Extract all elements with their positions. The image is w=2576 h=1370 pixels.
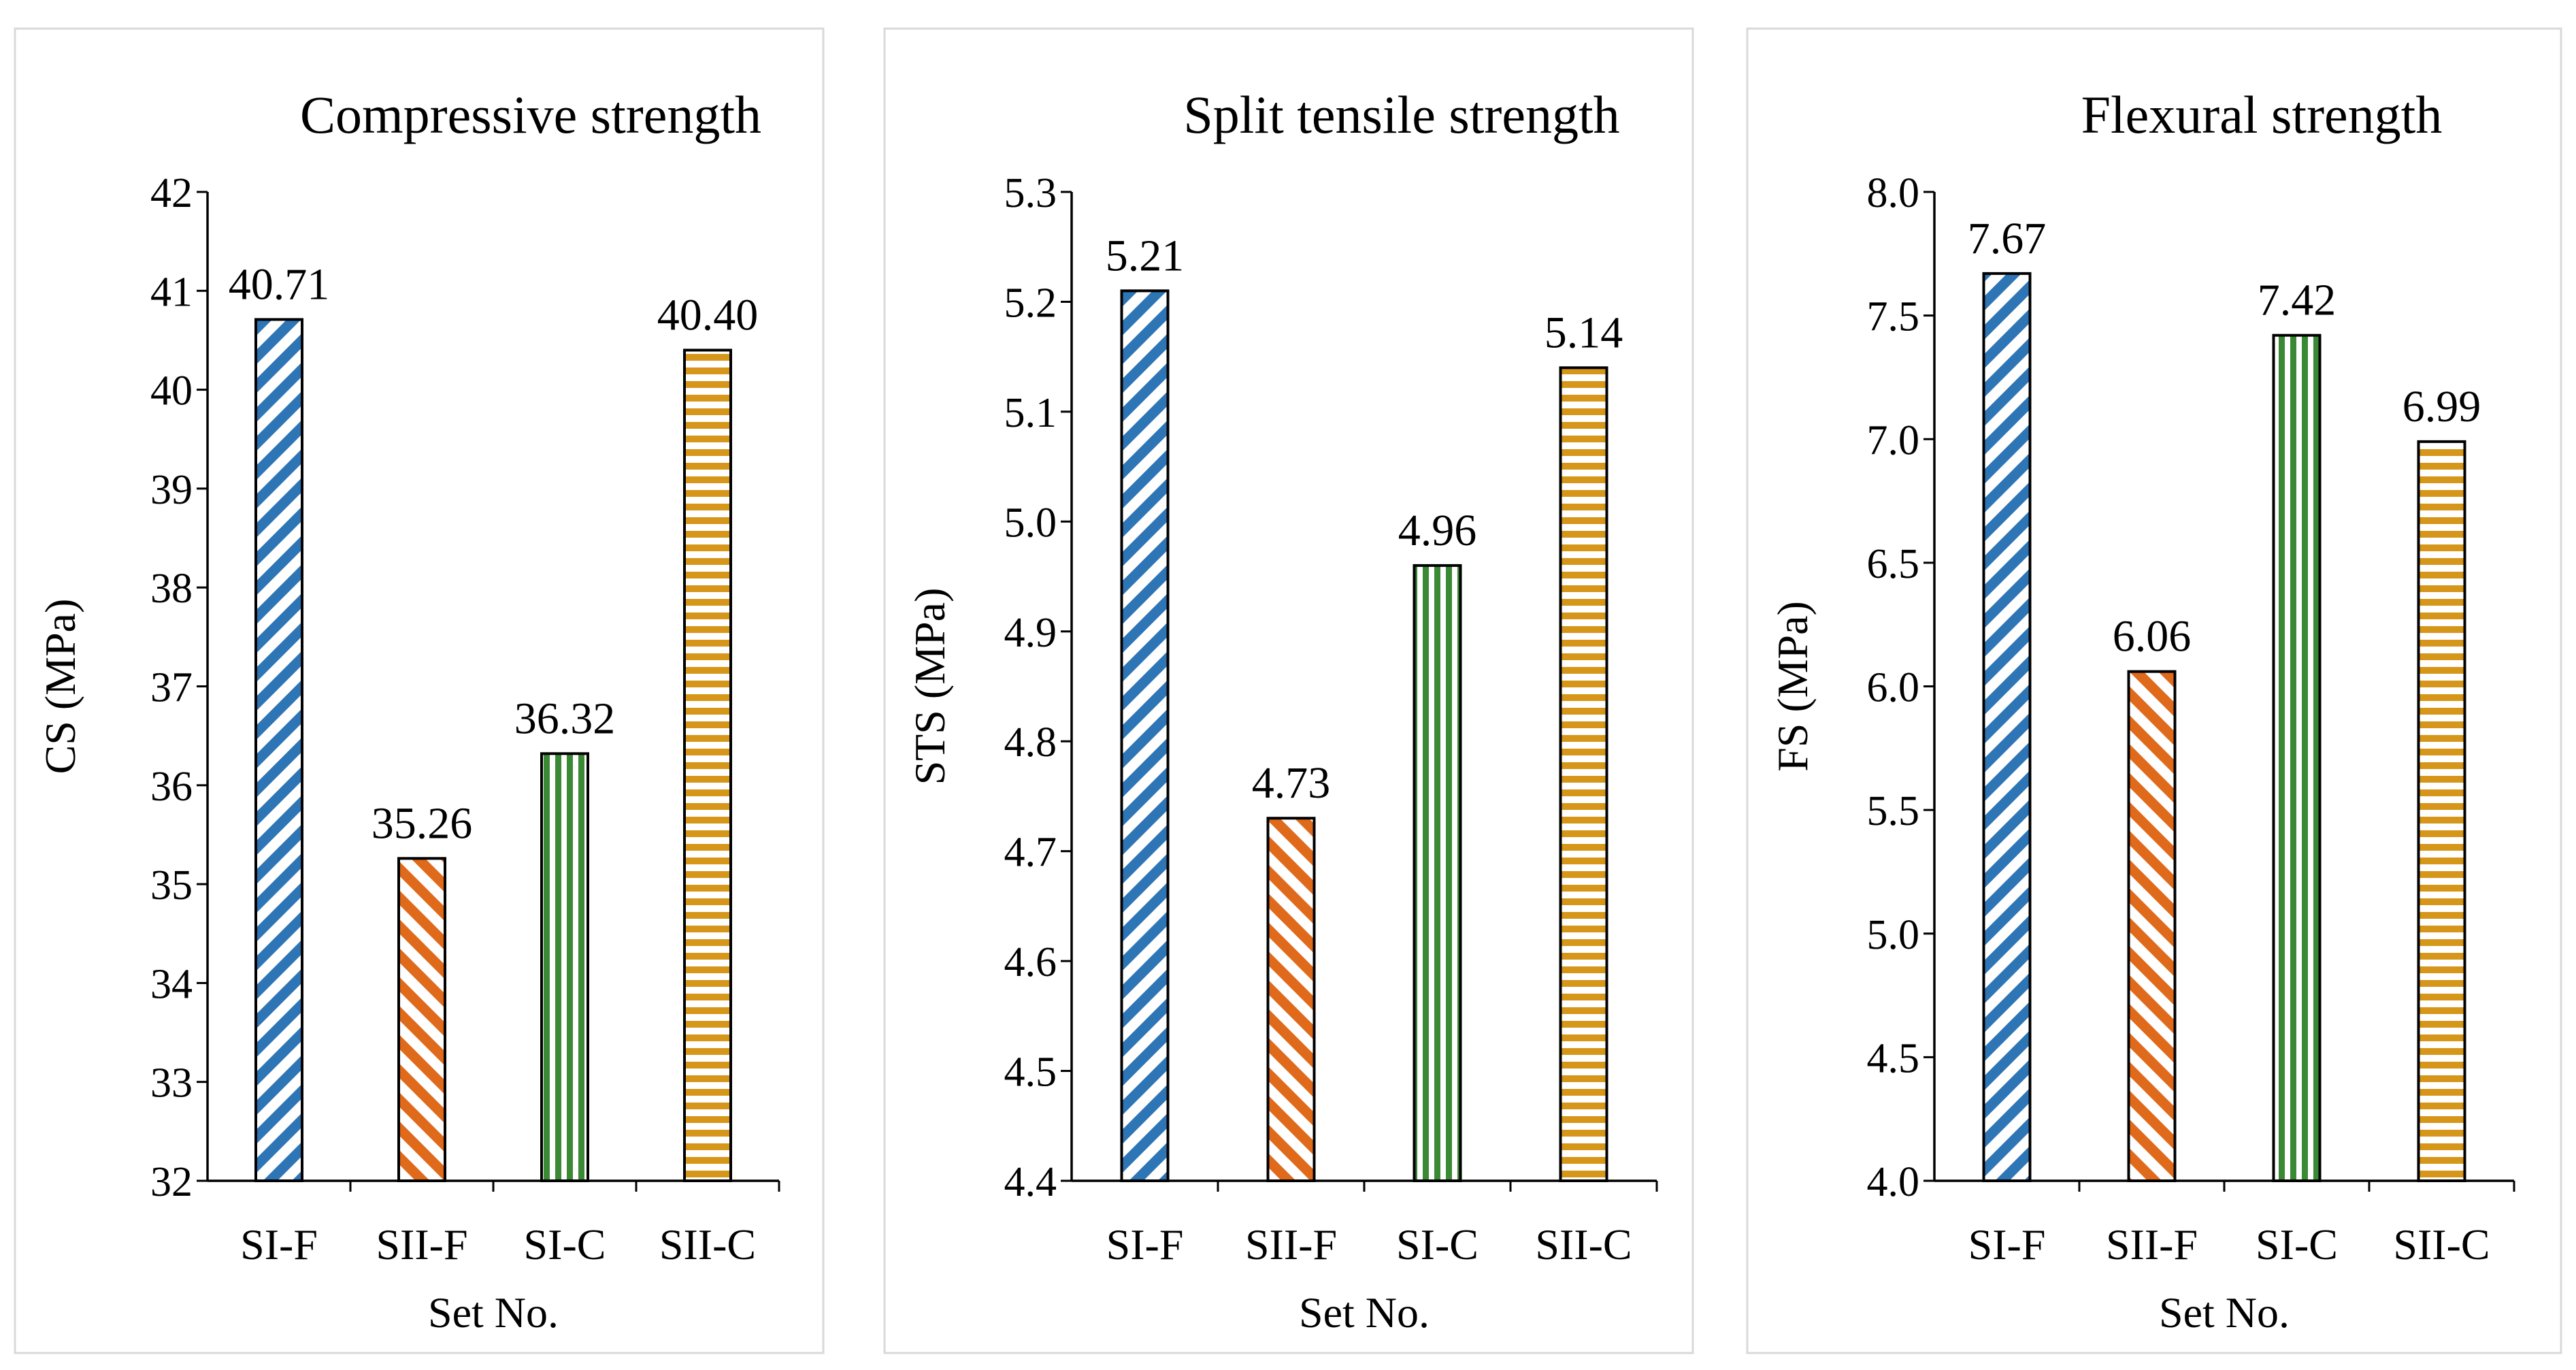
data-label-sii-c: 5.14	[1545, 308, 1623, 357]
chart-title: Split tensile strength	[1183, 85, 1619, 144]
y-tick-label: 42	[150, 170, 193, 216]
bar-si-f	[254, 318, 303, 1182]
x-tick-label-sii-c: SII-C	[659, 1220, 756, 1269]
y-tick-label: 32	[150, 1159, 193, 1205]
y-tick-label: 5.1	[1004, 390, 1057, 436]
x-axis-title: Set No.	[2159, 1288, 2290, 1337]
bar-si-f	[1982, 272, 2032, 1182]
y-tick-label: 40	[150, 368, 193, 414]
y-tick-label: 7.5	[1867, 294, 1920, 340]
y-axis-title: STS (MPa)	[906, 588, 954, 785]
x-tick-label-sii-f: SII-F	[2106, 1220, 2198, 1269]
bar-si-c	[2272, 333, 2322, 1182]
y-tick-label: 39	[150, 467, 193, 513]
data-label-si-f: 7.67	[1968, 214, 2047, 263]
y-tick-label: 35	[150, 862, 193, 909]
bar-si-f	[1120, 289, 1170, 1182]
x-tick-label-si-f: SI-F	[240, 1220, 318, 1269]
x-tick-label-sii-f: SII-F	[1245, 1220, 1337, 1269]
y-tick-label: 4.0	[1867, 1159, 1920, 1205]
data-label-si-c: 4.96	[1398, 506, 1477, 555]
y-axis-title: CS (MPa)	[36, 599, 84, 774]
x-tick-label-si-f: SI-F	[1106, 1220, 1184, 1269]
y-tick-label: 6.5	[1867, 541, 1920, 587]
x-tick-label-si-f: SI-F	[1968, 1220, 2046, 1269]
y-tick-label: 5.3	[1004, 170, 1057, 216]
y-tick-label: 38	[150, 566, 193, 612]
bar-sii-f	[397, 857, 446, 1183]
y-tick-label: 41	[150, 269, 193, 315]
y-tick-label: 7.0	[1867, 417, 1920, 463]
data-label-sii-c: 40.40	[657, 290, 759, 340]
bar-si-c	[1413, 564, 1462, 1182]
y-tick-label: 33	[150, 1060, 193, 1107]
chart-title: Compressive strength	[300, 85, 761, 144]
y-axis-title: FS (MPa)	[1768, 601, 1817, 772]
y-tick-label: 6.0	[1867, 665, 1920, 711]
y-tick-label: 37	[150, 665, 193, 711]
x-tick-label-si-c: SI-C	[2256, 1220, 2338, 1269]
data-label-si-c: 7.42	[2258, 276, 2336, 325]
chart-panel-3: Flexural strength 7.67 SI-F 6.06 SII-F 7.42 SI…	[1746, 27, 2562, 1354]
x-tick-label-si-c: SI-C	[1396, 1220, 1479, 1269]
data-label-sii-f: 6.06	[2113, 612, 2192, 662]
y-tick-label: 4.5	[1004, 1049, 1057, 1096]
bar-sii-f	[1266, 817, 1316, 1182]
y-tick-label: 4.8	[1004, 719, 1057, 766]
y-tick-label: 4.6	[1004, 939, 1057, 985]
y-tick-label: 4.4	[1004, 1159, 1057, 1205]
y-tick-label: 4.7	[1004, 830, 1057, 876]
y-tick-label: 4.9	[1004, 610, 1057, 656]
y-tick-label: 5.0	[1004, 500, 1057, 546]
bar-sii-f	[2127, 670, 2177, 1182]
data-label-si-c: 36.32	[514, 694, 616, 743]
x-tick-label-sii-c: SII-C	[2393, 1220, 2490, 1269]
y-tick-label: 5.0	[1867, 912, 1920, 958]
x-axis-title: Set No.	[428, 1288, 559, 1337]
bar-sii-c	[683, 348, 732, 1182]
y-tick-label: 5.5	[1867, 788, 1920, 834]
x-tick-label-sii-c: SII-C	[1535, 1220, 1632, 1269]
x-axis-title: Set No.	[1299, 1288, 1430, 1337]
data-label-sii-c: 6.99	[2402, 382, 2481, 431]
data-label-si-f: 40.71	[229, 259, 330, 309]
y-tick-label: 5.2	[1004, 280, 1057, 326]
y-tick-label: 8.0	[1867, 170, 1920, 216]
x-tick-label-sii-f: SII-F	[376, 1220, 467, 1269]
data-label-sii-f: 35.26	[371, 798, 473, 848]
x-tick-label-si-c: SI-C	[524, 1220, 606, 1269]
y-tick-label: 34	[150, 961, 193, 1007]
chart-title: Flexural strength	[2081, 85, 2443, 144]
data-label-sii-f: 4.73	[1252, 758, 1331, 808]
bar-sii-c	[1559, 366, 1608, 1182]
y-tick-label: 4.5	[1867, 1035, 1920, 1081]
data-label-si-f: 5.21	[1106, 231, 1185, 280]
y-tick-label: 36	[150, 764, 193, 810]
chart-panel-2: Split tensile strength 5.21 SI-F 4.73 SII-F 4…	[883, 27, 1694, 1354]
chart-panel-1: Compressive strength 40.71 SI-F 35.26 SII-F 3…	[14, 27, 825, 1354]
bar-sii-c	[2417, 440, 2466, 1183]
bar-si-c	[540, 752, 589, 1182]
